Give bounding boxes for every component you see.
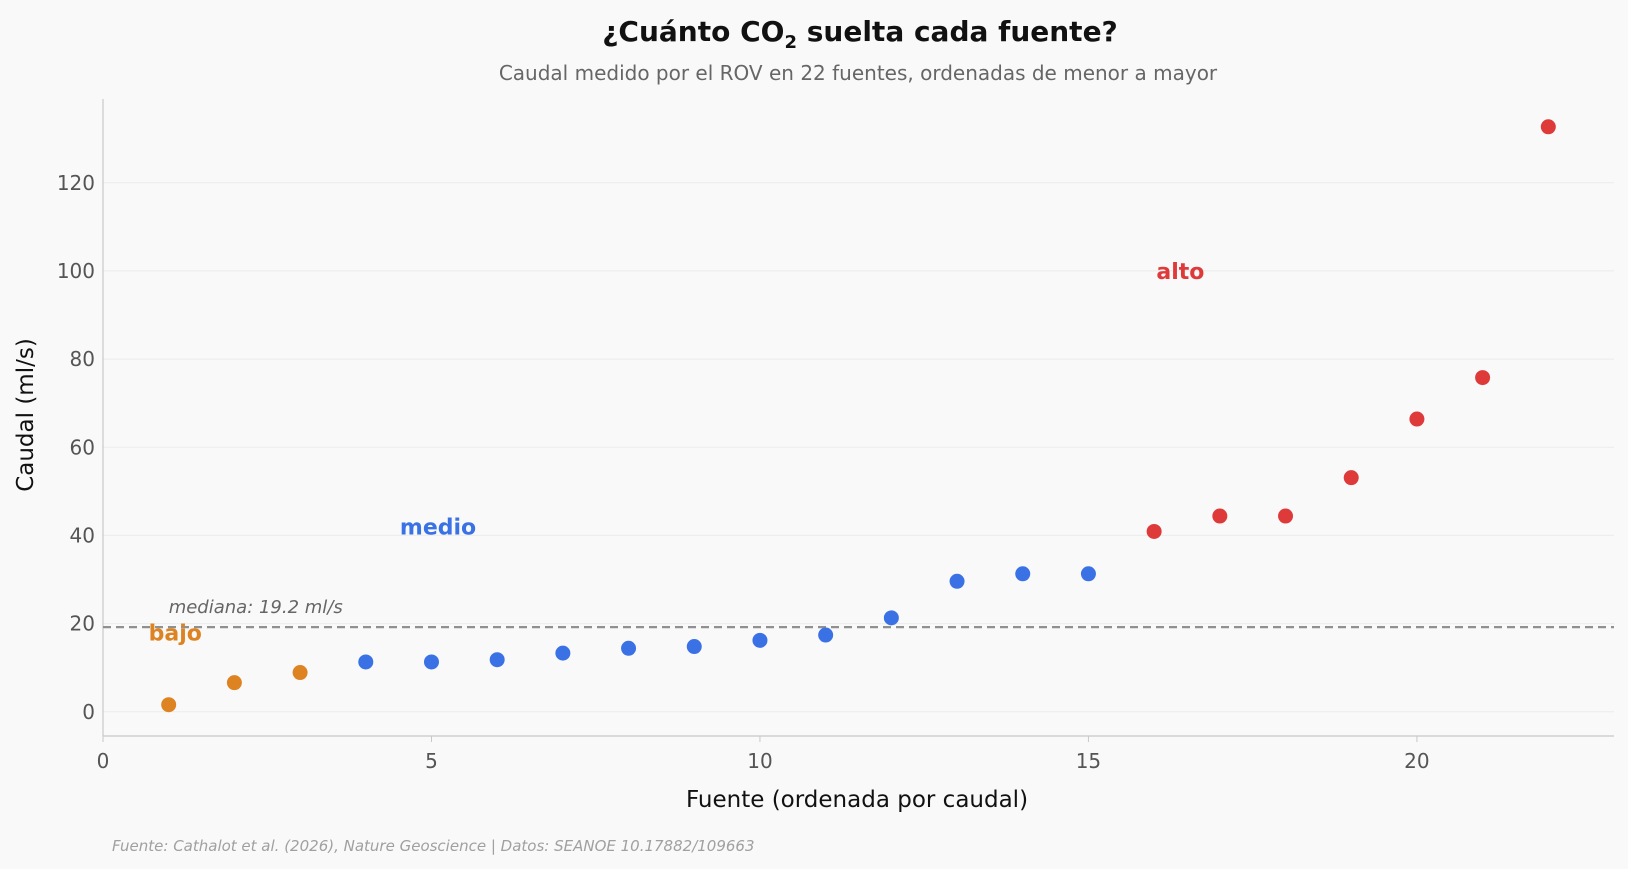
data-point-bajo: [292, 665, 308, 681]
chart-title: ¿Cuánto CO2 suelta cada fuente?: [602, 15, 1118, 53]
data-point-medio: [489, 652, 505, 668]
x-tick-label: 10: [747, 749, 772, 773]
y-tick-label: 80: [70, 347, 95, 371]
chart-title-suffix: suelta cada fuente?: [797, 15, 1118, 48]
group-labels: bajo medio alto: [149, 260, 1205, 646]
data-point-alto: [1212, 508, 1228, 524]
data-points: [161, 119, 1556, 713]
y-axis-title: Caudal (ml/s): [13, 338, 39, 492]
data-point-alto: [1540, 119, 1556, 135]
data-point-alto: [1278, 508, 1294, 524]
data-point-bajo: [161, 697, 177, 713]
data-point-alto: [1475, 370, 1491, 386]
data-point-medio: [949, 573, 965, 589]
data-point-medio: [1080, 566, 1096, 582]
chart-title-subscript: 2: [784, 32, 797, 53]
y-tick-label: 100: [57, 259, 95, 283]
group-label-medio: medio: [400, 516, 476, 541]
axes: [102, 99, 1614, 742]
x-axis-title: Fuente (ordenada por caudal): [686, 787, 1028, 813]
chart-subtitle: Caudal medido por el ROV en 22 fuentes, …: [499, 61, 1218, 85]
x-tick-label: 5: [425, 749, 438, 773]
data-point-alto: [1409, 411, 1425, 427]
y-tick-label: 0: [82, 700, 95, 724]
x-tick-label: 20: [1404, 749, 1429, 773]
group-label-bajo: bajo: [149, 621, 202, 646]
data-point-medio: [423, 654, 439, 670]
y-tick-label: 40: [70, 523, 95, 547]
data-point-medio: [358, 654, 374, 670]
grid-lines: [103, 182, 1614, 713]
source-note: Fuente: Cathalot et al. (2026), Nature G…: [112, 837, 755, 855]
group-label-alto: alto: [1156, 260, 1204, 285]
data-point-medio: [1015, 566, 1031, 582]
y-tick-label: 60: [70, 435, 95, 459]
data-point-medio: [752, 632, 768, 648]
data-point-medio: [621, 640, 637, 656]
y-tick-label: 20: [70, 612, 95, 636]
data-point-medio: [818, 627, 834, 643]
x-tick-label: 15: [1076, 749, 1101, 773]
data-point-medio: [555, 645, 571, 661]
data-point-bajo: [226, 675, 242, 691]
y-tick-label: 120: [57, 171, 95, 195]
chart-title-prefix: ¿Cuánto CO: [602, 15, 784, 48]
median-reference: mediana: 19.2 ml/s: [103, 597, 1614, 629]
data-point-alto: [1343, 470, 1359, 486]
data-point-alto: [1146, 523, 1162, 539]
tick-labels: 0 20 40 60 80 100 120 0 5 10 15 20: [57, 171, 1430, 773]
data-point-medio: [883, 610, 899, 626]
median-label: mediana: 19.2 ml/s: [169, 597, 343, 618]
x-tick-label: 0: [97, 749, 110, 773]
data-point-medio: [686, 639, 702, 655]
